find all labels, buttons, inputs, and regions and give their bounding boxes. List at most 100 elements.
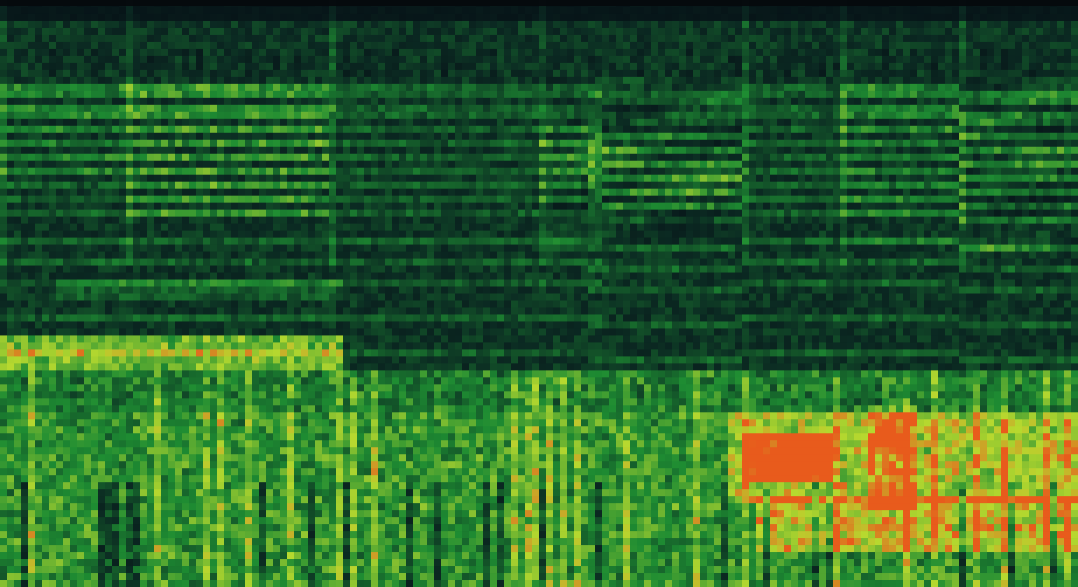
spectrogram-cell: [49, 90, 57, 99]
spectrogram-cell: [140, 293, 148, 301]
spectrogram-cell: [77, 328, 85, 336]
spectrogram-cell: [210, 83, 218, 92]
spectrogram-cell: [0, 174, 8, 183]
spectrogram-cell: [161, 104, 169, 113]
spectrogram-cell: [350, 391, 358, 399]
spectrogram-cell: [329, 503, 337, 511]
spectrogram-cell: [231, 55, 239, 64]
spectrogram-cell: [406, 517, 414, 525]
spectrogram-cell: [112, 62, 120, 71]
spectrogram-cell: [168, 272, 176, 280]
spectrogram-cell: [35, 370, 43, 378]
spectrogram-cell: [189, 426, 197, 434]
spectrogram-cell: [413, 279, 421, 287]
spectrogram-cell: [308, 195, 316, 204]
spectrogram-cell: [385, 496, 393, 504]
spectrogram-cell: [371, 559, 379, 567]
spectrogram-cell: [175, 342, 183, 350]
spectrogram-cell: [91, 356, 99, 364]
spectrogram-cell: [280, 573, 288, 581]
spectrogram-cell: [56, 573, 64, 581]
spectrogram-cell: [112, 13, 120, 22]
spectrogram-cell: [119, 405, 127, 413]
spectrogram-cell: [112, 566, 120, 574]
spectrogram-cell: [385, 426, 393, 434]
spectrogram-cell: [343, 580, 351, 587]
spectrogram-cell: [84, 111, 92, 120]
spectrogram-cell: [49, 20, 57, 29]
spectrogram-cell: [140, 496, 148, 504]
spectrogram-cell: [196, 167, 204, 176]
spectrogram-cell: [28, 580, 36, 587]
spectrogram-cell: [189, 524, 197, 532]
spectrogram-cell: [119, 370, 127, 378]
spectrogram-cell: [42, 510, 50, 518]
spectrogram-cell: [350, 132, 358, 141]
spectrogram-cell: [84, 195, 92, 204]
spectrogram-cell: [406, 566, 414, 574]
spectrogram-cell: [175, 489, 183, 497]
spectrogram-cell: [154, 104, 162, 113]
spectrogram-cell: [0, 363, 8, 371]
spectrogram-cell: [301, 188, 309, 197]
spectrogram-cell: [196, 566, 204, 574]
spectrogram-cell: [91, 482, 99, 490]
spectrogram-cell: [168, 97, 176, 106]
spectrogram-cell: [42, 97, 50, 106]
spectrogram-cell: [105, 34, 113, 43]
spectrogram-cell: [126, 90, 134, 99]
spectrogram-cell: [126, 545, 134, 553]
spectrogram-cell: [280, 0, 288, 8]
spectrogram-cell: [406, 349, 414, 357]
spectrogram-cell: [147, 363, 155, 371]
spectrogram-cell: [91, 188, 99, 197]
spectrogram-cell: [84, 300, 92, 308]
spectrogram-cell: [315, 531, 323, 539]
spectrogram-cell: [301, 104, 309, 113]
spectrogram-cell: [175, 265, 183, 273]
spectrogram-cell: [49, 69, 57, 78]
spectrogram-cell: [154, 314, 162, 322]
spectrogram-cell: [315, 307, 323, 315]
spectrogram-cell: [364, 300, 372, 308]
spectrogram-cell: [385, 363, 393, 371]
spectrogram-cell: [301, 496, 309, 504]
spectrogram-cell: [287, 153, 295, 162]
spectrogram-cell: [119, 559, 127, 567]
spectrogram-cell: [287, 90, 295, 99]
spectrogram-cell: [231, 230, 239, 238]
spectrogram-cell: [224, 13, 232, 22]
spectrogram-cell: [91, 244, 99, 252]
spectrogram-cell: [266, 265, 274, 273]
spectrogram-cell: [112, 454, 120, 462]
spectrogram-cell: [154, 6, 162, 15]
spectrogram-cell: [329, 160, 337, 169]
spectrogram-cell: [77, 475, 85, 483]
spectrogram-cell: [161, 279, 169, 287]
spectrogram-cell: [392, 76, 400, 85]
spectrogram-cell: [49, 125, 57, 134]
spectrogram-cell: [273, 440, 281, 448]
spectrogram-cell: [28, 475, 36, 483]
spectrogram-cell: [161, 286, 169, 294]
spectrogram-cell: [91, 454, 99, 462]
spectrogram-cell: [301, 363, 309, 371]
spectrogram-cell: [217, 0, 225, 8]
spectrogram-cell: [168, 111, 176, 120]
spectrogram-cell: [21, 377, 29, 385]
spectrogram-cell: [203, 475, 211, 483]
spectrogram-cell: [238, 48, 246, 57]
spectrogram-cell: [350, 559, 358, 567]
spectrogram-cell: [252, 146, 260, 155]
spectrogram-cell: [273, 580, 281, 587]
spectrogram-cell: [266, 167, 274, 176]
spectrogram-cell: [371, 188, 379, 197]
spectrogram-cell: [273, 139, 281, 148]
spectrogram-cell: [406, 398, 414, 406]
spectrogram-cell: [203, 573, 211, 581]
spectrogram-cell: [280, 426, 288, 434]
spectrogram-cell: [252, 468, 260, 476]
spectrogram-cell: [147, 496, 155, 504]
spectrogram-cell: [294, 545, 302, 553]
spectrogram-cell: [126, 552, 134, 560]
